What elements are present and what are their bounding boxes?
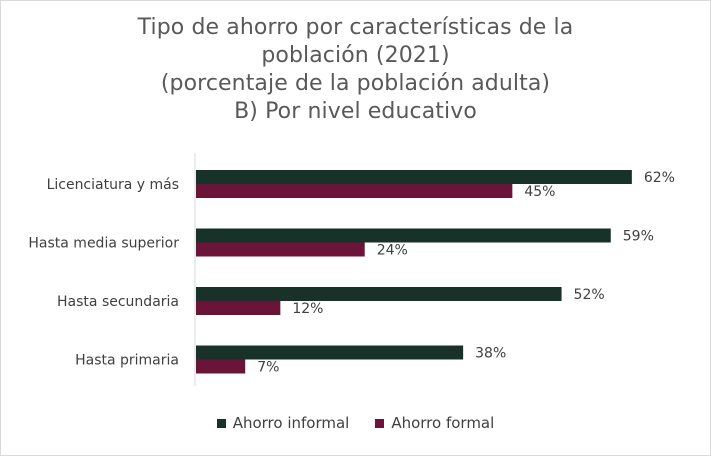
data-label-ahorro-informal-licenciatura-y-mas: 62% (644, 170, 675, 186)
bar-ahorro-formal-hasta-primaria (196, 359, 246, 374)
legend-swatch-formal (375, 418, 385, 428)
legend-swatch-informal (216, 418, 226, 428)
title-line-4: B) Por nivel educativo (234, 99, 477, 124)
legend-item-formal: Ahorro formal (375, 414, 494, 432)
category-label-hasta-primaria: Hasta primaria (75, 353, 179, 369)
legend-label-informal: Ahorro informal (232, 414, 350, 432)
data-label-ahorro-informal-hasta-primaria: 38% (475, 346, 506, 362)
bar-ahorro-formal-hasta-secundaria (196, 301, 281, 315)
data-label-ahorro-formal-hasta-media-superior: 24% (377, 243, 408, 259)
bar-ahorro-formal-licenciatura-y-mas (196, 184, 513, 198)
title-line-3: (porcentaje de la población adulta) (160, 71, 551, 96)
data-label-ahorro-formal-hasta-secundaria: 12% (292, 301, 323, 317)
title-line-1: Tipo de ahorro por características de la (137, 15, 574, 40)
category-label-hasta-secundaria: Hasta secundaria (57, 294, 179, 310)
bar-ahorro-informal-hasta-media-superior (196, 228, 611, 243)
data-label-ahorro-informal-hasta-secundaria: 52% (574, 287, 605, 303)
bar-ahorro-formal-hasta-media-superior (196, 242, 365, 257)
bar-ahorro-informal-licenciatura-y-mas (196, 170, 632, 184)
category-label-licenciatura-y-mas: Licenciatura y más (47, 177, 179, 193)
bar-ahorro-informal-hasta-secundaria (196, 287, 562, 301)
bar-ahorro-informal-hasta-primaria (196, 345, 464, 360)
legend-item-informal: Ahorro informal (216, 414, 350, 432)
chart-legend: Ahorro informal Ahorro formal (0, 414, 711, 432)
chart-title: Tipo de ahorro por características de la… (40, 14, 671, 126)
title-line-2: población (2021) (261, 43, 450, 68)
data-label-ahorro-informal-hasta-media-superior: 59% (623, 229, 654, 245)
legend-label-formal: Ahorro formal (391, 414, 495, 432)
data-label-ahorro-formal-hasta-primaria: 7% (257, 360, 279, 376)
category-label-hasta-media-superior: Hasta media superior (28, 236, 179, 252)
data-label-ahorro-formal-licenciatura-y-mas: 45% (524, 184, 555, 200)
